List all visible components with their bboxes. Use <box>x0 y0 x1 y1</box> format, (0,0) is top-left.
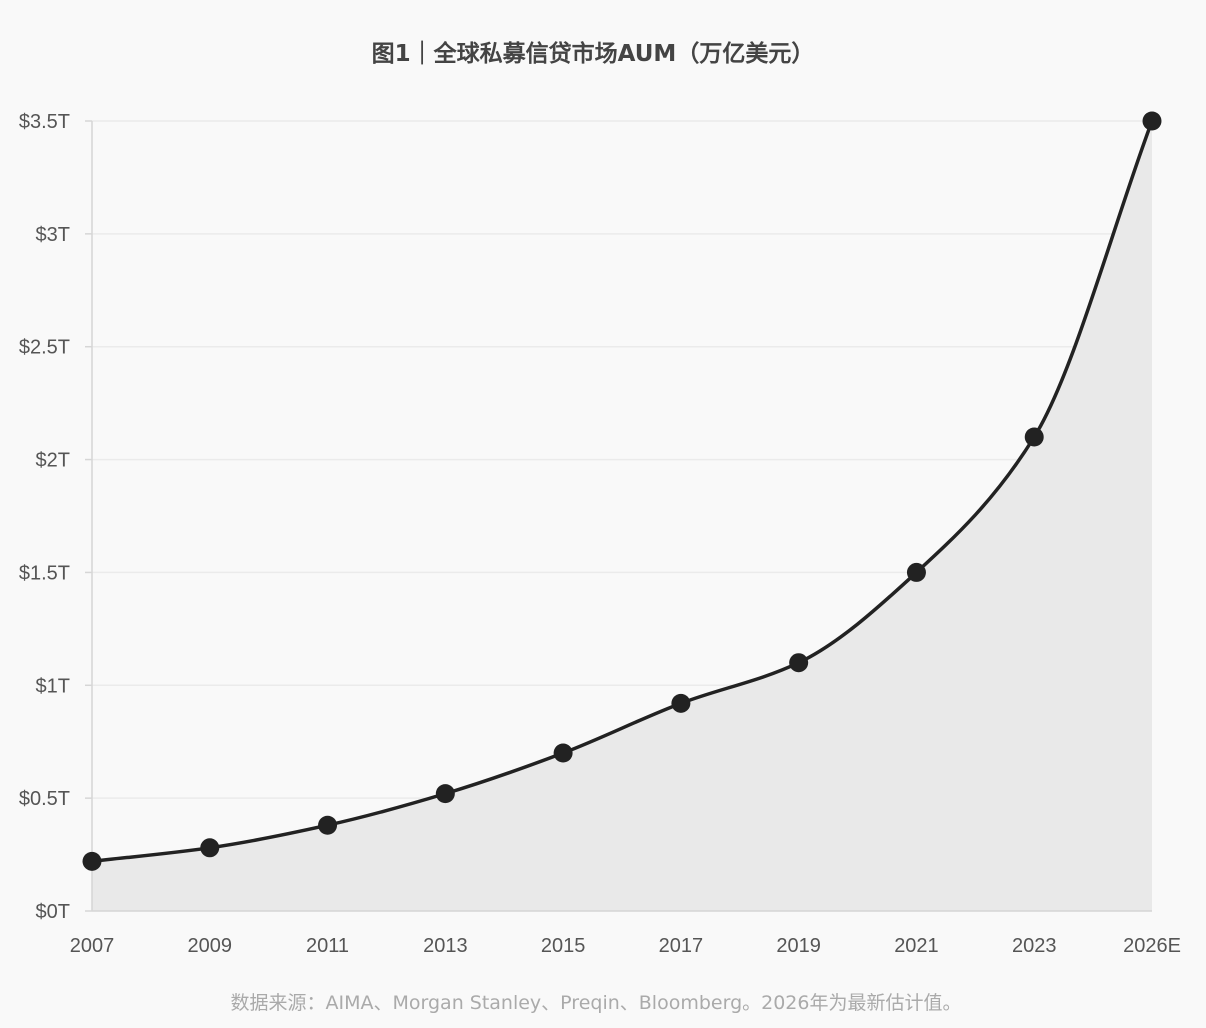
x-tick-label: 2011 <box>306 935 349 957</box>
data-point <box>671 693 691 713</box>
data-point <box>318 815 338 835</box>
x-tick-label: 2026E <box>1123 935 1181 957</box>
x-tick-label: 2019 <box>776 935 821 957</box>
y-tick-label: $0T <box>36 901 70 923</box>
source-note: 数据来源：AIMA、Morgan Stanley、Preqin、Bloomber… <box>230 992 962 1014</box>
x-tick-label: 2017 <box>659 935 704 957</box>
x-tick-labels: 2007 2009 2011 2013 2015 2017 2019 2021 2023 2026… <box>70 935 1181 957</box>
y-tick-labels: $0T $0.5T $1T $1.5T $2T $2.5T $3T $3.5T <box>19 111 70 923</box>
y-tick-label: $3.5T <box>19 111 70 133</box>
y-tick-label: $1T <box>36 675 70 697</box>
data-point <box>553 743 573 763</box>
x-tick-label: 2023 <box>1012 935 1057 957</box>
y-tick-label: $2T <box>36 450 70 472</box>
y-tick-label: $0.5T <box>19 788 70 810</box>
area-fill <box>92 121 1152 911</box>
x-tick-label: 2007 <box>70 935 115 957</box>
y-tick-label: $1.5T <box>19 562 70 584</box>
data-point <box>1142 111 1162 131</box>
data-point <box>200 838 220 858</box>
x-tick-label: 2015 <box>541 935 586 957</box>
grid-lines <box>92 120 1152 799</box>
data-point <box>906 562 926 582</box>
data-point <box>82 851 102 871</box>
x-tick-label: 2009 <box>188 935 233 957</box>
y-tick-label: $2.5T <box>19 337 70 359</box>
area-fill-path <box>92 121 1152 911</box>
data-point <box>789 653 809 673</box>
x-tick-label: 2021 <box>894 935 939 957</box>
data-point <box>1024 427 1044 447</box>
x-tick-label: 2013 <box>423 935 468 957</box>
chart-title: 图1｜全球私募信贷市场AUM（万亿美元） <box>371 41 815 67</box>
data-point <box>435 784 455 804</box>
y-tick-label: $3T <box>36 224 70 246</box>
data-markers <box>82 111 1162 871</box>
axes <box>85 120 1152 912</box>
